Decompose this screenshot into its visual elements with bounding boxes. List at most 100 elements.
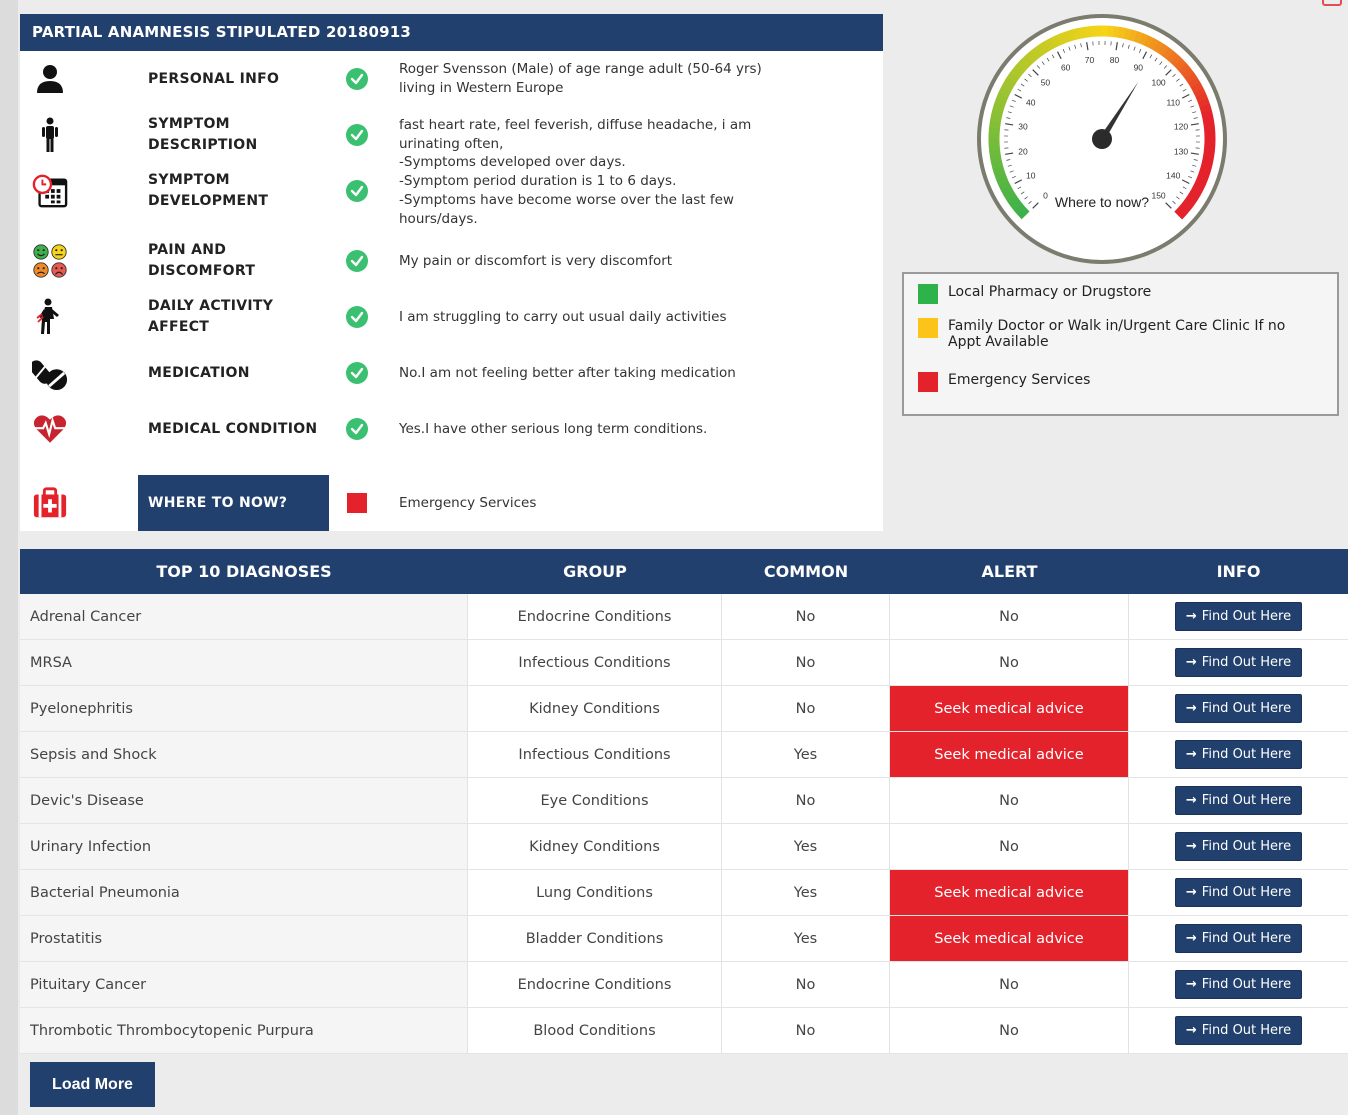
gauge-tick [1159,61,1163,65]
diagnosis-group: Bladder Conditions [468,916,722,961]
gauge-tick [1190,123,1199,126]
pills-icon [32,355,68,391]
gauge-band-segment [1202,154,1215,163]
anamnesis-answer: No.I am not feeling better after taking … [399,364,736,381]
diagnosis-name: Thrombotic Thrombocytopenic Purpura [20,1008,468,1053]
gauge-band-segment [1153,40,1165,54]
gauge-band-segment [1040,40,1052,54]
diagnosis-common: No [722,594,890,639]
gauge-band-segment [1193,87,1206,98]
gauge-tick-label: 90 [1134,63,1144,73]
gauge-tick [1032,202,1039,209]
gauge-band-segment [1166,50,1179,64]
gauge-band-segment [1203,149,1215,158]
diagnosis-common: Yes [722,916,890,961]
where-to-now-gauge: 0 10 20 30 40 50 60 70 80 90 100 110 120 130 140 150 [977,14,1227,264]
gauge-tick [1074,44,1077,49]
find-out-here-button[interactable]: → Find Out Here [1175,648,1302,677]
calendar-clock-icon [32,173,68,209]
gauge-tick [1005,123,1014,126]
gauge-band-segment [1078,26,1087,39]
anamnesis-answer: Roger Svensson (Male) of age range adult… [399,61,762,96]
load-more-button[interactable]: Load More [30,1062,155,1107]
gauge-band-segment [1197,170,1210,180]
diagnosis-alert: No [890,778,1129,823]
gauge-band-segment [1143,35,1154,48]
diagnosis-info-cell: → Find Out Here [1129,1008,1348,1053]
first-aid-kit-icon [32,485,68,521]
gauge-tick [1014,179,1023,185]
anamnesis-answer: My pain or discomfort is very discomfort [399,252,673,269]
gauge-tick [1127,44,1130,49]
anamnesis-answer: I am struggling to carry out usual daily… [399,308,727,325]
gauge-band-segment [1199,103,1212,113]
diagnosis-name: Sepsis and Shock [20,732,468,777]
find-out-here-button[interactable]: → Find Out Here [1175,970,1302,999]
diagnosis-name: MRSA [20,640,468,685]
diagnosis-name: Prostatitis [20,916,468,961]
find-out-here-button[interactable]: → Find Out Here [1175,832,1302,861]
diagnoses-table: TOP 10 DIAGNOSES GROUP COMMON ALERT INFO… [20,549,1348,1054]
gauge-tick-label: 110 [1166,98,1180,108]
gauge-tick [1068,46,1071,51]
anamnesis-title: PARTIAL ANAMNESIS STIPULATED 20180913 [20,14,883,51]
diagnosis-alert: Seek medical advice [890,916,1129,961]
diagnosis-group: Kidney Conditions [468,824,722,869]
gauge-tick [1014,93,1023,99]
gauge-tick-label: 0 [1043,191,1048,201]
anamnesis-row: DAILY ACTIVITY AFFECT I am struggling to … [20,289,883,345]
find-out-here-button[interactable]: → Find Out Here [1175,878,1302,907]
find-out-here-label: Find Out Here [1201,609,1292,624]
anamnesis-answer: -Symptoms developed over days. -Symptom … [399,154,734,227]
diagnosis-alert: No [890,962,1129,1007]
gauge-tick [1172,73,1176,78]
table-row: Devic's Disease Eye Conditions No No → Find O… [20,778,1348,824]
gauge-band-segment [1128,29,1138,42]
gauge-band-segment [1000,185,1014,196]
diagnosis-name: Adrenal Cancer [20,594,468,639]
gauge-band-segment [1178,63,1191,75]
gauge-tick [1163,65,1168,69]
table-row: Prostatitis Bladder Conditions Yes Seek med… [20,916,1348,962]
diagnosis-group: Blood Conditions [468,1008,722,1053]
gauge-tick-label: 50 [1041,77,1051,87]
gauge-tick [1182,186,1187,190]
diagnosis-name: Pyelonephritis [20,686,468,731]
check-icon [346,180,368,202]
find-out-here-button[interactable]: → Find Out Here [1175,924,1302,953]
diagnosis-alert: Seek medical advice [890,732,1129,777]
gauge-tick [1020,83,1025,87]
gauge-band-segment [990,109,1004,118]
arrow-right-icon: → [1185,839,1197,854]
gauge-band-segment [995,175,1009,186]
gauge-tick [1017,88,1022,92]
table-header: TOP 10 DIAGNOSES GROUP COMMON ALERT INFO [20,549,1348,594]
gauge-tick [1188,176,1193,179]
red-status-square-icon [346,492,368,514]
anamnesis-label: PERSONAL INFO [148,70,280,87]
gauge-band-segment [1157,43,1169,57]
gauge-band-segment [1112,26,1121,38]
gauge-tick [1182,88,1187,92]
find-out-here-label: Find Out Here [1201,885,1292,900]
find-out-here-button[interactable]: → Find Out Here [1175,602,1302,631]
gauge-band-segment [1010,67,1023,79]
gauge-band-segment [1117,26,1126,39]
corner-notification-icon[interactable] [1322,0,1342,6]
gauge-tick [1009,170,1014,173]
anamnesis-label[interactable]: WHERE TO NOW? [138,475,329,531]
header-diagnoses: TOP 10 DIAGNOSES [156,562,332,581]
gauge-tick [1006,159,1011,161]
check-icon [346,124,368,146]
find-out-here-button[interactable]: → Find Out Here [1175,786,1302,815]
find-out-here-button[interactable]: → Find Out Here [1175,740,1302,769]
gauge-tick-label: 60 [1061,63,1071,73]
gauge-tick-label: 120 [1174,121,1188,131]
diagnosis-name: Devic's Disease [20,778,468,823]
check-icon [346,418,368,440]
find-out-here-button[interactable]: → Find Out Here [1175,1016,1302,1045]
gauge-tick [1190,170,1195,173]
gauge-hub [1092,129,1112,149]
find-out-here-label: Find Out Here [1201,977,1292,992]
find-out-here-button[interactable]: → Find Out Here [1175,694,1302,723]
